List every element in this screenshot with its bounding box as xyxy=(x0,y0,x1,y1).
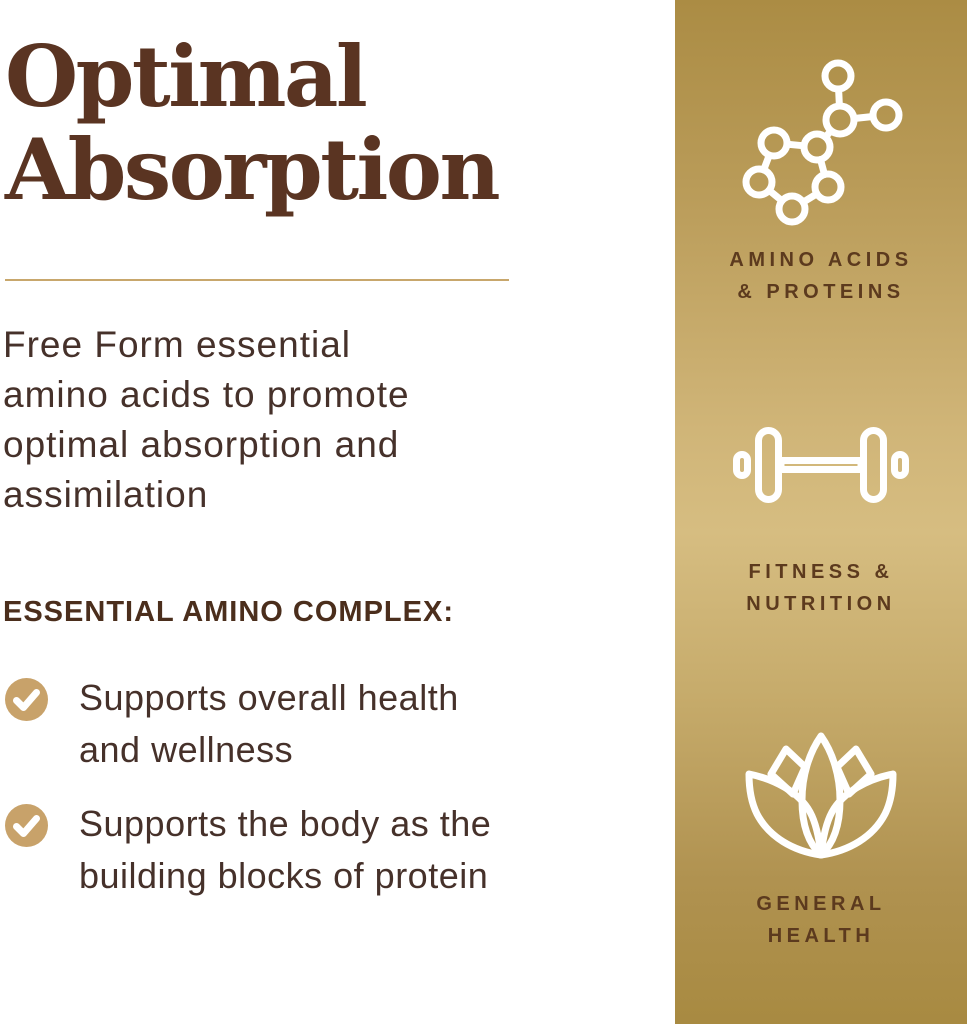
list-item: Supports overall health and wellness xyxy=(5,672,645,776)
category-label-general-health: GENERAL HEALTH xyxy=(756,893,886,947)
divider xyxy=(5,279,509,281)
check-icon xyxy=(5,678,48,721)
category-panel: AMINO ACIDS & PROTEINS FITNESS & NUTRITI… xyxy=(675,0,967,1024)
content-panel: Optimal Absorption Free Form essential a… xyxy=(3,27,645,924)
list-item-text: Supports overall health and wellness xyxy=(79,677,459,770)
dumbbell-icon xyxy=(733,427,909,503)
benefit-list: Supports overall health and wellness Sup… xyxy=(5,672,645,924)
category-label-amino-acids: AMINO ACIDS & PROTEINS xyxy=(729,249,913,303)
intro-paragraph: Free Form essential amino acids to promo… xyxy=(3,324,410,515)
list-item: Supports the body as the building blocks… xyxy=(5,798,645,902)
list-item-text: Supports the body as the building blocks… xyxy=(79,803,492,896)
check-icon xyxy=(5,804,48,847)
category-label-fitness: FITNESS & NUTRITION xyxy=(746,561,896,615)
molecule-icon xyxy=(736,50,906,230)
page-title: Optimal Absorption xyxy=(5,27,501,219)
lotus-icon xyxy=(736,728,906,868)
section-heading: ESSENTIAL AMINO COMPLEX: xyxy=(3,596,454,628)
